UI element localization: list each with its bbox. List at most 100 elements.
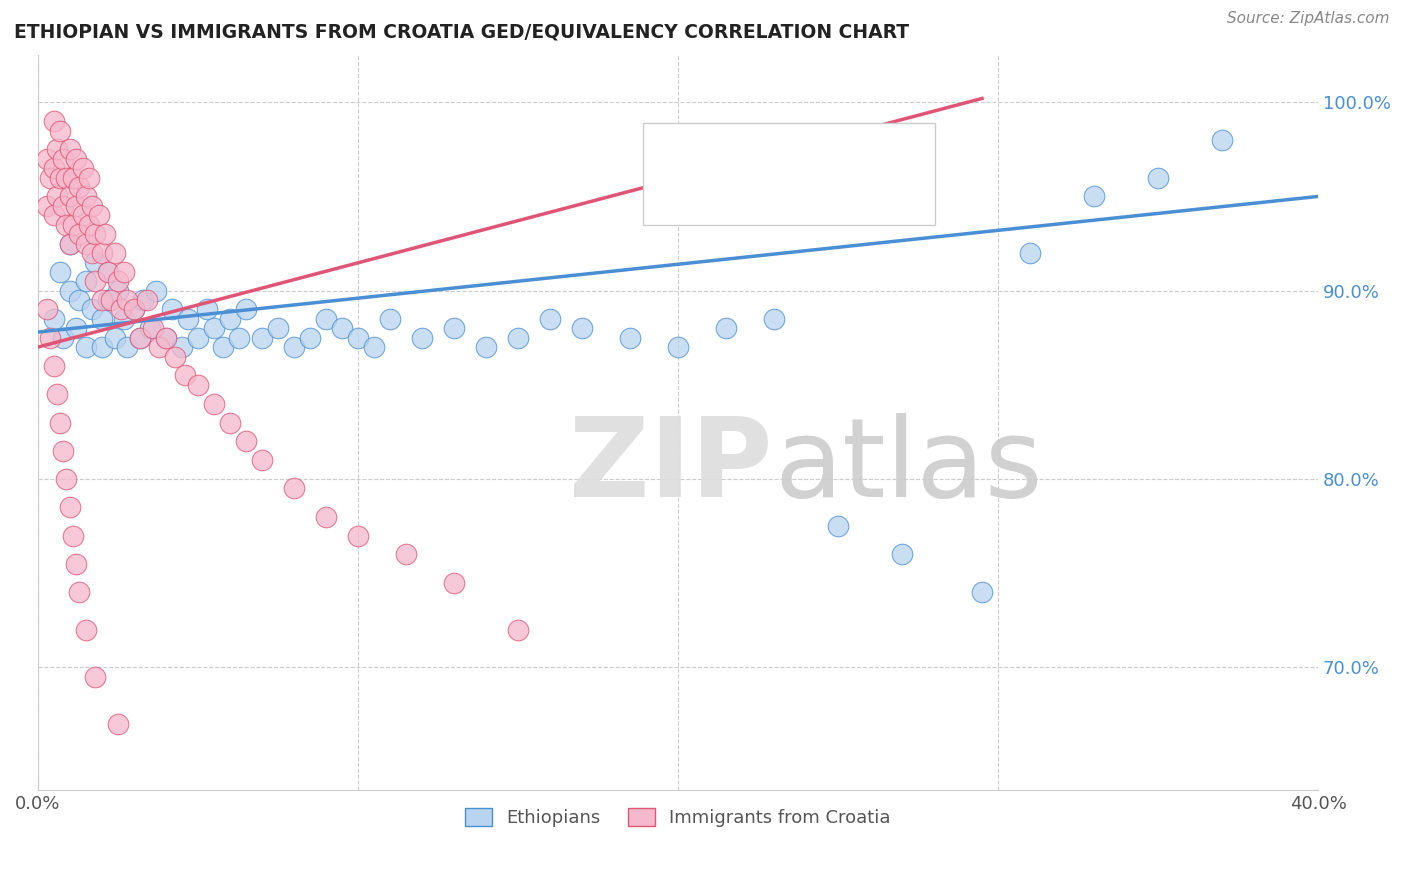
Point <box>714 321 737 335</box>
Point <box>155 331 177 345</box>
Legend: Ethiopians, Immigrants from Croatia: Ethiopians, Immigrants from Croatia <box>456 798 900 836</box>
Point <box>132 293 155 307</box>
FancyBboxPatch shape <box>581 154 765 235</box>
Point <box>67 585 90 599</box>
Point <box>129 331 152 345</box>
Point <box>49 123 72 137</box>
Point <box>827 519 849 533</box>
Point <box>59 189 82 203</box>
Point <box>212 340 235 354</box>
Point <box>84 255 107 269</box>
Point <box>538 312 561 326</box>
Point <box>62 528 84 542</box>
Point <box>45 387 67 401</box>
Point <box>67 180 90 194</box>
Point <box>75 236 97 251</box>
Point <box>107 284 129 298</box>
Point <box>103 246 125 260</box>
Point <box>218 416 240 430</box>
Point <box>90 312 112 326</box>
Point <box>39 331 62 345</box>
Point <box>395 548 418 562</box>
Point <box>49 170 72 185</box>
Point <box>87 208 110 222</box>
Point <box>97 293 120 307</box>
Point <box>82 302 104 317</box>
Point <box>666 340 689 354</box>
Point <box>129 331 152 345</box>
Point <box>52 199 75 213</box>
Point <box>42 208 65 222</box>
Point <box>49 265 72 279</box>
Point <box>90 293 112 307</box>
Point <box>52 443 75 458</box>
Text: R = 0.223   N = 61: R = 0.223 N = 61 <box>693 145 891 165</box>
Point <box>315 312 337 326</box>
Point <box>267 321 290 335</box>
Point <box>37 199 59 213</box>
Text: atlas: atlas <box>773 413 1042 520</box>
Point <box>250 453 273 467</box>
Point <box>315 509 337 524</box>
Point <box>138 321 160 335</box>
Point <box>148 340 170 354</box>
Point <box>72 161 94 176</box>
Point <box>891 548 914 562</box>
Point <box>160 302 183 317</box>
Point <box>75 189 97 203</box>
Point <box>235 302 257 317</box>
Point <box>77 170 100 185</box>
Point <box>475 340 498 354</box>
Point <box>235 434 257 449</box>
Point <box>1019 246 1042 260</box>
Point <box>142 321 165 335</box>
Point <box>378 312 401 326</box>
Point <box>228 331 250 345</box>
Text: Source: ZipAtlas.com: Source: ZipAtlas.com <box>1226 11 1389 26</box>
Point <box>117 293 139 307</box>
Point <box>67 293 90 307</box>
Point <box>122 302 145 317</box>
Point <box>195 302 218 317</box>
Point <box>619 331 641 345</box>
Point <box>174 368 197 383</box>
Point <box>65 321 87 335</box>
Point <box>970 585 993 599</box>
Point <box>94 227 117 241</box>
Point <box>346 528 368 542</box>
Point <box>37 302 59 317</box>
Text: R = 0.208   N = 77: R = 0.208 N = 77 <box>693 184 891 204</box>
Point <box>42 359 65 373</box>
Point <box>330 321 353 335</box>
Point <box>42 312 65 326</box>
Point <box>145 284 167 298</box>
Point <box>100 293 122 307</box>
Point <box>283 482 305 496</box>
Point <box>112 265 135 279</box>
Point <box>62 218 84 232</box>
Point <box>1147 170 1170 185</box>
Point <box>84 227 107 241</box>
Point <box>250 331 273 345</box>
Point <box>165 350 187 364</box>
Point <box>170 340 193 354</box>
Point <box>117 340 139 354</box>
FancyBboxPatch shape <box>581 115 765 195</box>
Point <box>571 321 593 335</box>
Text: ETHIOPIAN VS IMMIGRANTS FROM CROATIA GED/EQUIVALENCY CORRELATION CHART: ETHIOPIAN VS IMMIGRANTS FROM CROATIA GED… <box>14 22 910 41</box>
Point <box>65 152 87 166</box>
Point <box>67 227 90 241</box>
Point <box>187 377 209 392</box>
Point <box>110 302 132 317</box>
Point <box>112 312 135 326</box>
Point <box>411 331 433 345</box>
Point <box>45 142 67 156</box>
Point <box>49 416 72 430</box>
Point <box>443 575 465 590</box>
Point <box>762 312 785 326</box>
Point <box>155 331 177 345</box>
Point <box>59 500 82 515</box>
Point <box>75 274 97 288</box>
Point <box>122 302 145 317</box>
Point <box>202 397 225 411</box>
